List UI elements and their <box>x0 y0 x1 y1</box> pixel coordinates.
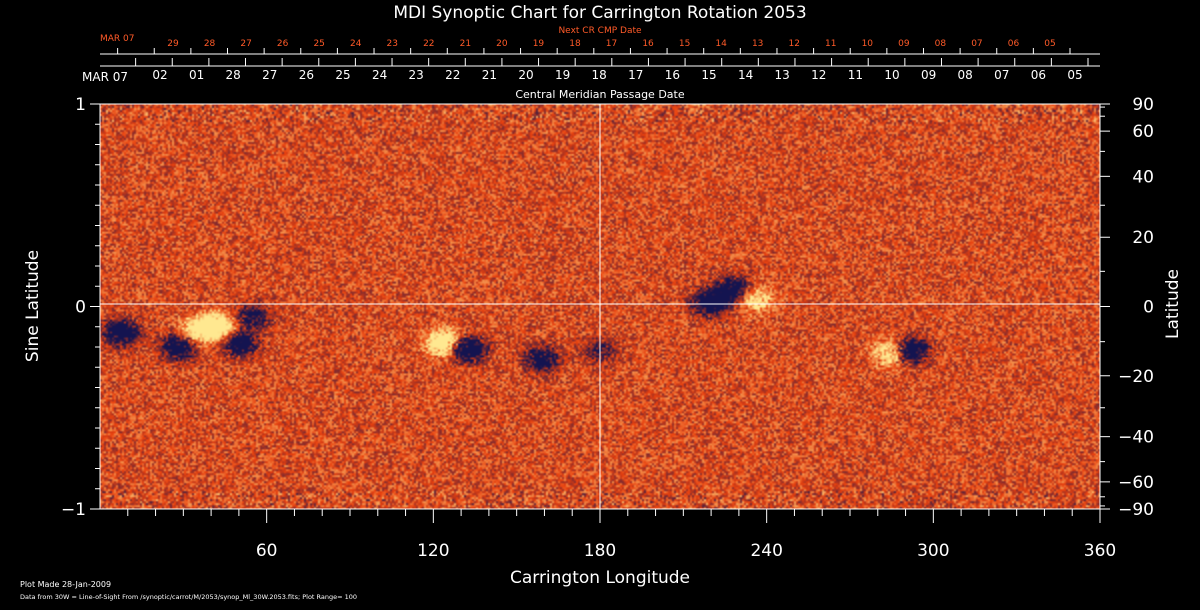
y-right-tick-label: 60 <box>1132 122 1154 142</box>
y-right-tick-label: 90 <box>1132 95 1154 115</box>
date-tick-label: 16 <box>665 68 680 82</box>
chart-title: MDI Synoptic Chart for Carrington Rotati… <box>393 3 806 23</box>
y-axis-left-title: Sine Latitude <box>23 250 43 362</box>
x-axis-title: Carrington Longitude <box>510 568 690 588</box>
next-tick-label: 09 <box>898 39 910 49</box>
date-tick-label: 14 <box>738 68 753 82</box>
footer-data-source: Data from 30W = Line-of-Sight From /syno… <box>20 593 357 601</box>
next-tick-label: 14 <box>715 39 727 49</box>
next-axis-start: MAR 07 <box>100 34 135 44</box>
next-tick-label: 19 <box>533 39 545 49</box>
date-axis-start: MAR 07 <box>82 70 128 84</box>
date-tick-label: 10 <box>884 68 899 82</box>
date-tick-label: 18 <box>592 68 607 82</box>
next-tick-label: 28 <box>204 39 216 49</box>
date-tick-label: 02 <box>152 68 167 82</box>
date-tick-label: 09 <box>921 68 936 82</box>
y-axis-right: 90 60 40 20 0 −20 −40 −60 −90 <box>1100 95 1154 520</box>
date-tick-label: 15 <box>701 68 716 82</box>
date-tick-label: 12 <box>811 68 826 82</box>
y-right-tick-label: 40 <box>1132 167 1154 187</box>
x-tick-label: 360 <box>1084 541 1116 561</box>
date-tick-label: 26 <box>299 68 314 82</box>
next-tick-label: 25 <box>313 39 324 49</box>
x-tick-label: 300 <box>917 541 949 561</box>
date-axis: 02 01 28 27 26 25 24 23 22 21 20 19 18 17 16 15 14 13 12 11… <box>100 58 1100 82</box>
next-tick-label: 05 <box>1044 39 1055 49</box>
date-tick-label: 25 <box>335 68 350 82</box>
next-tick-label: 13 <box>752 39 763 49</box>
x-axis: 60 120 180 240 300 360 <box>127 509 1116 561</box>
date-tick-label: 27 <box>262 68 277 82</box>
next-tick-label: 17 <box>606 39 617 49</box>
next-tick-label: 08 <box>935 39 947 49</box>
next-tick-label: 12 <box>788 39 799 49</box>
date-tick-label: 01 <box>189 68 204 82</box>
next-axis: 29 28 27 26 25 24 23 22 21 20 19 18 17 16 15 14 13 12 11 10… <box>100 39 1100 55</box>
y-right-tick-label: 0 <box>1143 298 1154 318</box>
date-tick-label: 23 <box>409 68 424 82</box>
x-tick-label: 240 <box>750 541 782 561</box>
date-axis-label: Central Meridian Passage Date <box>515 88 684 101</box>
y-axis-left: 1 0 −1 <box>61 95 100 520</box>
y-right-tick-label: 20 <box>1132 228 1154 248</box>
next-tick-label: 24 <box>350 39 362 49</box>
x-tick-label: 60 <box>256 541 278 561</box>
footer-plot-made: Plot Made 28-Jan-2009 <box>20 580 111 589</box>
date-tick-label: 17 <box>628 68 643 82</box>
next-tick-label: 26 <box>277 39 289 49</box>
date-tick-label: 19 <box>555 68 570 82</box>
y-left-tick-label: 1 <box>75 95 86 115</box>
y-left-tick-label: −1 <box>61 500 86 520</box>
next-tick-label: 21 <box>460 39 471 49</box>
next-tick-label: 20 <box>496 39 508 49</box>
next-tick-label: 10 <box>862 39 874 49</box>
next-tick-label: 06 <box>1008 39 1020 49</box>
y-axis-right-title: Latitude <box>1163 269 1183 339</box>
date-tick-label: 11 <box>848 68 863 82</box>
date-tick-label: 06 <box>1031 68 1046 82</box>
y-right-tick-label: −20 <box>1118 367 1154 387</box>
next-tick-label: 23 <box>387 39 398 49</box>
next-tick-label: 22 <box>423 39 434 49</box>
date-tick-label: 22 <box>445 68 460 82</box>
date-tick-label: 13 <box>775 68 790 82</box>
y-left-tick-label: 0 <box>75 298 86 318</box>
next-tick-label: 15 <box>679 39 690 49</box>
next-axis-label: Next CR CMP Date <box>558 26 642 36</box>
y-right-tick-label: −40 <box>1118 428 1154 448</box>
next-tick-label: 29 <box>167 39 179 49</box>
date-tick-label: 24 <box>372 68 387 82</box>
next-tick-label: 27 <box>240 39 251 49</box>
next-tick-label: 07 <box>971 39 982 49</box>
x-tick-label: 180 <box>584 541 616 561</box>
y-right-tick-label: −90 <box>1118 500 1154 520</box>
date-tick-label: 21 <box>482 68 497 82</box>
date-tick-label: 20 <box>518 68 533 82</box>
y-right-tick-label: −60 <box>1118 473 1154 493</box>
date-tick-label: 05 <box>1067 68 1082 82</box>
next-tick-label: 18 <box>569 39 581 49</box>
date-tick-label: 28 <box>226 68 241 82</box>
next-tick-label: 11 <box>825 39 836 49</box>
x-tick-label: 120 <box>417 541 449 561</box>
next-tick-label: 16 <box>642 39 654 49</box>
date-tick-label: 07 <box>994 68 1009 82</box>
date-tick-label: 08 <box>958 68 973 82</box>
